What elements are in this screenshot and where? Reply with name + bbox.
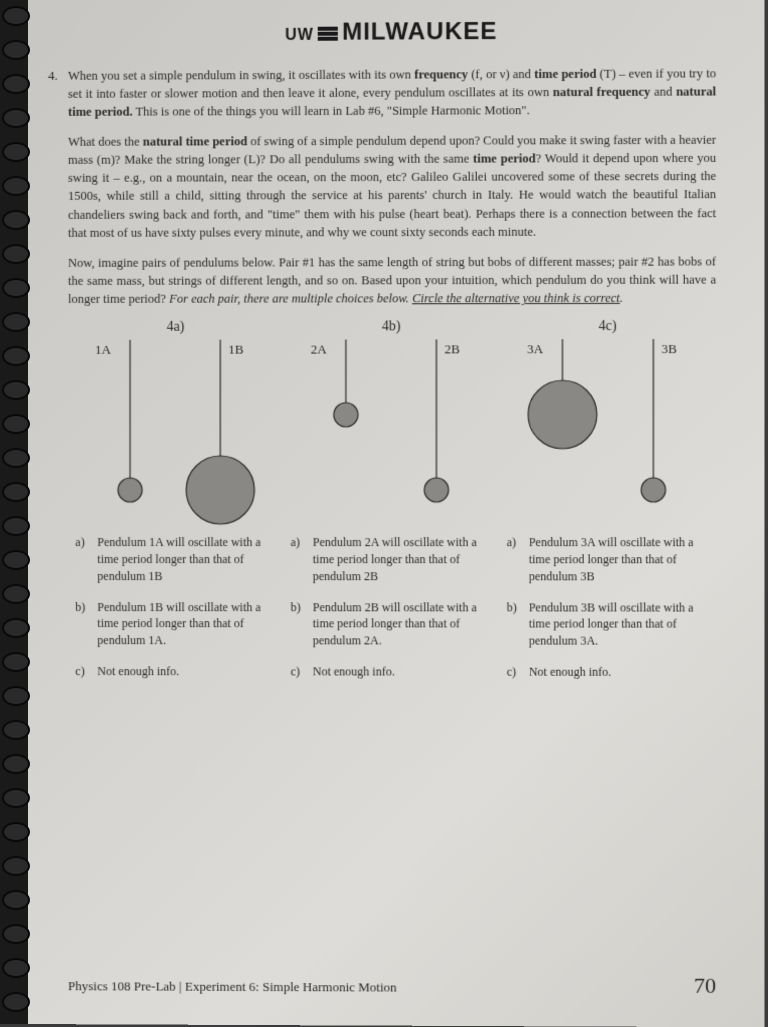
- svg-text:2A: 2A: [311, 342, 328, 357]
- choice-text: Pendulum 2B will oscillate with a time p…: [313, 599, 492, 650]
- choice-option[interactable]: a)Pendulum 2A will oscillate with a time…: [291, 534, 492, 585]
- page-number: 70: [694, 973, 716, 999]
- choice-letter: a): [75, 534, 97, 584]
- question-number: 4.: [48, 67, 58, 86]
- pair-title: 4a): [75, 320, 276, 336]
- choice-letter: c): [75, 663, 97, 680]
- choice-text: Not enough info.: [529, 664, 709, 681]
- choice-text: Pendulum 2A will oscillate with a time p…: [313, 534, 492, 585]
- pair-title: 4c): [507, 319, 709, 335]
- svg-text:3B: 3B: [661, 341, 677, 356]
- choice-letter: a): [507, 534, 529, 585]
- choice-option[interactable]: b)Pendulum 3B will oscillate with a time…: [507, 599, 709, 650]
- spiral-binding: [0, 0, 28, 1024]
- paragraph-2: What does the natural time period of swi…: [68, 131, 716, 242]
- choice-option[interactable]: a)Pendulum 3A will oscillate with a time…: [507, 534, 709, 585]
- choice-block: a)Pendulum 2A will oscillate with a time…: [291, 534, 492, 694]
- choice-letter: b): [507, 599, 529, 650]
- choice-text: Pendulum 3A will oscillate with a time p…: [529, 534, 709, 585]
- choice-block: a)Pendulum 3A will oscillate with a time…: [507, 534, 709, 695]
- logo-prefix: UW: [285, 27, 314, 44]
- paragraph-3: Now, imagine pairs of pendulums below. P…: [68, 252, 716, 308]
- choice-letter: b): [291, 599, 313, 650]
- header-logo: UW MILWAUKEE: [68, 17, 716, 48]
- svg-text:1B: 1B: [229, 342, 245, 357]
- logo-main: MILWAUKEE: [342, 18, 497, 46]
- choice-text: Not enough info.: [313, 663, 492, 680]
- svg-text:2B: 2B: [444, 342, 460, 357]
- choice-letter: c): [507, 664, 529, 681]
- choice-text: Pendulum 1A will oscillate with a time p…: [97, 534, 275, 585]
- choice-option[interactable]: c)Not enough info.: [507, 664, 709, 681]
- svg-text:1A: 1A: [95, 342, 112, 357]
- page-footer: Physics 108 Pre-Lab | Experiment 6: Simp…: [68, 970, 716, 999]
- pendulum-pair: 4b) 2A 2B: [291, 319, 492, 520]
- choice-letter: c): [291, 663, 313, 680]
- choice-option[interactable]: b)Pendulum 2B will oscillate with a time…: [291, 599, 492, 650]
- pair-title: 4b): [291, 319, 492, 335]
- choice-text: Pendulum 1B will oscillate with a time p…: [97, 599, 275, 650]
- footer-text: Physics 108 Pre-Lab | Experiment 6: Simp…: [68, 978, 397, 995]
- choices-row: a)Pendulum 1A will oscillate with a time…: [68, 534, 716, 695]
- pendulum-pair: 4c) 3A 3B: [507, 319, 709, 520]
- choice-text: Pendulum 3B will oscillate with a time p…: [529, 599, 709, 650]
- pendulum-diagrams: 4a) 1A 1B 4b) 2A 2B 4c) 3A 3B: [68, 319, 716, 520]
- choice-option[interactable]: c)Not enough info.: [291, 663, 492, 680]
- svg-text:3A: 3A: [527, 341, 544, 356]
- choice-block: a)Pendulum 1A will oscillate with a time…: [75, 534, 276, 694]
- worksheet-page: UW MILWAUKEE 4. When you set a simple pen…: [20, 0, 765, 1027]
- pendulum-pair: 4a) 1A 1B: [75, 320, 276, 520]
- choice-option[interactable]: b)Pendulum 1B will oscillate with a time…: [75, 599, 276, 650]
- choice-letter: a): [291, 534, 313, 585]
- paragraph-1: 4. When you set a simple pendulum in swi…: [68, 64, 716, 121]
- choice-option[interactable]: c)Not enough info.: [75, 663, 276, 680]
- choice-option[interactable]: a)Pendulum 1A will oscillate with a time…: [75, 534, 276, 585]
- choice-letter: b): [75, 599, 97, 649]
- flag-icon: [318, 19, 338, 47]
- choice-text: Not enough info.: [97, 663, 275, 680]
